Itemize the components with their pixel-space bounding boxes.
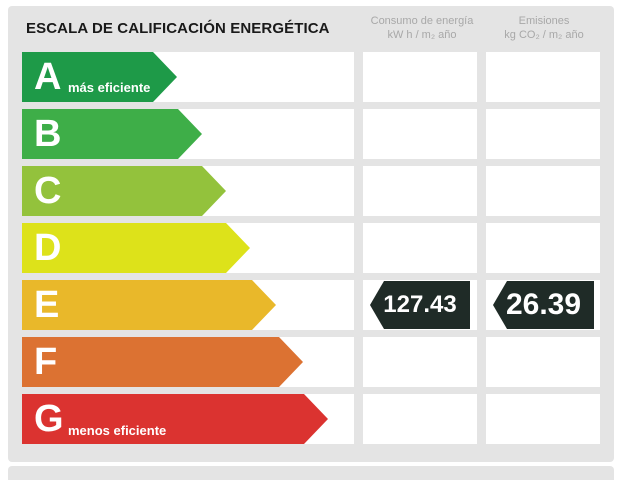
emissions-cell-a: [486, 52, 600, 102]
emissions-cell-b: [486, 109, 600, 159]
rating-letter-f: F: [34, 341, 58, 383]
consumption-cell-f: [363, 337, 477, 387]
emissions-cell-c: [486, 166, 600, 216]
rating-label-g: menos eficiente: [68, 423, 167, 438]
scale-title: ESCALA DE CALIFICACIÓN ENERGÉTICA: [26, 20, 330, 37]
emissions-header-line1: Emisiones: [518, 15, 570, 27]
consumption-header: Consumo de energía kW h / m₂ año: [363, 14, 481, 42]
rating-arrow-e: [22, 280, 276, 330]
next-panel-edge: [8, 466, 614, 480]
rating-letter-e: E: [34, 284, 60, 326]
rating-letter-b: B: [34, 113, 62, 155]
consumption-cell-d: [363, 223, 477, 273]
consumption-cell-a: [363, 52, 477, 102]
consumption-cell-b: [363, 109, 477, 159]
consumption-header-line1: Consumo de energía: [370, 15, 474, 27]
rating-arrow-c: [22, 166, 226, 216]
rating-letter-c: C: [34, 170, 62, 212]
consumption-header-line2: kW h / m₂ año: [387, 29, 457, 41]
rating-arrow-f: [22, 337, 303, 387]
emissions-value-tag: 26.39: [493, 281, 594, 329]
consumption-cell-g: [363, 394, 477, 444]
emissions-cell-g: [486, 394, 600, 444]
rating-arrow-b: [22, 109, 202, 159]
consumption-cell-c: [363, 166, 477, 216]
rating-letter-g: G: [34, 398, 64, 440]
rating-arrow-d: [22, 223, 250, 273]
rating-label-a: más eficiente: [68, 80, 151, 95]
rating-arrow-a: [22, 52, 177, 102]
emissions-header: Emisiones kg CO₂ / m₂ año: [485, 14, 603, 42]
emissions-cell-f: [486, 337, 600, 387]
consumption-value-tag: 127.43: [370, 281, 470, 329]
rating-arrow-g: [22, 394, 328, 444]
emissions-header-line2: kg CO₂ / m₂ año: [504, 29, 584, 41]
rating-letter-a: A: [34, 56, 62, 98]
rating-letter-d: D: [34, 227, 62, 269]
emissions-cell-d: [486, 223, 600, 273]
